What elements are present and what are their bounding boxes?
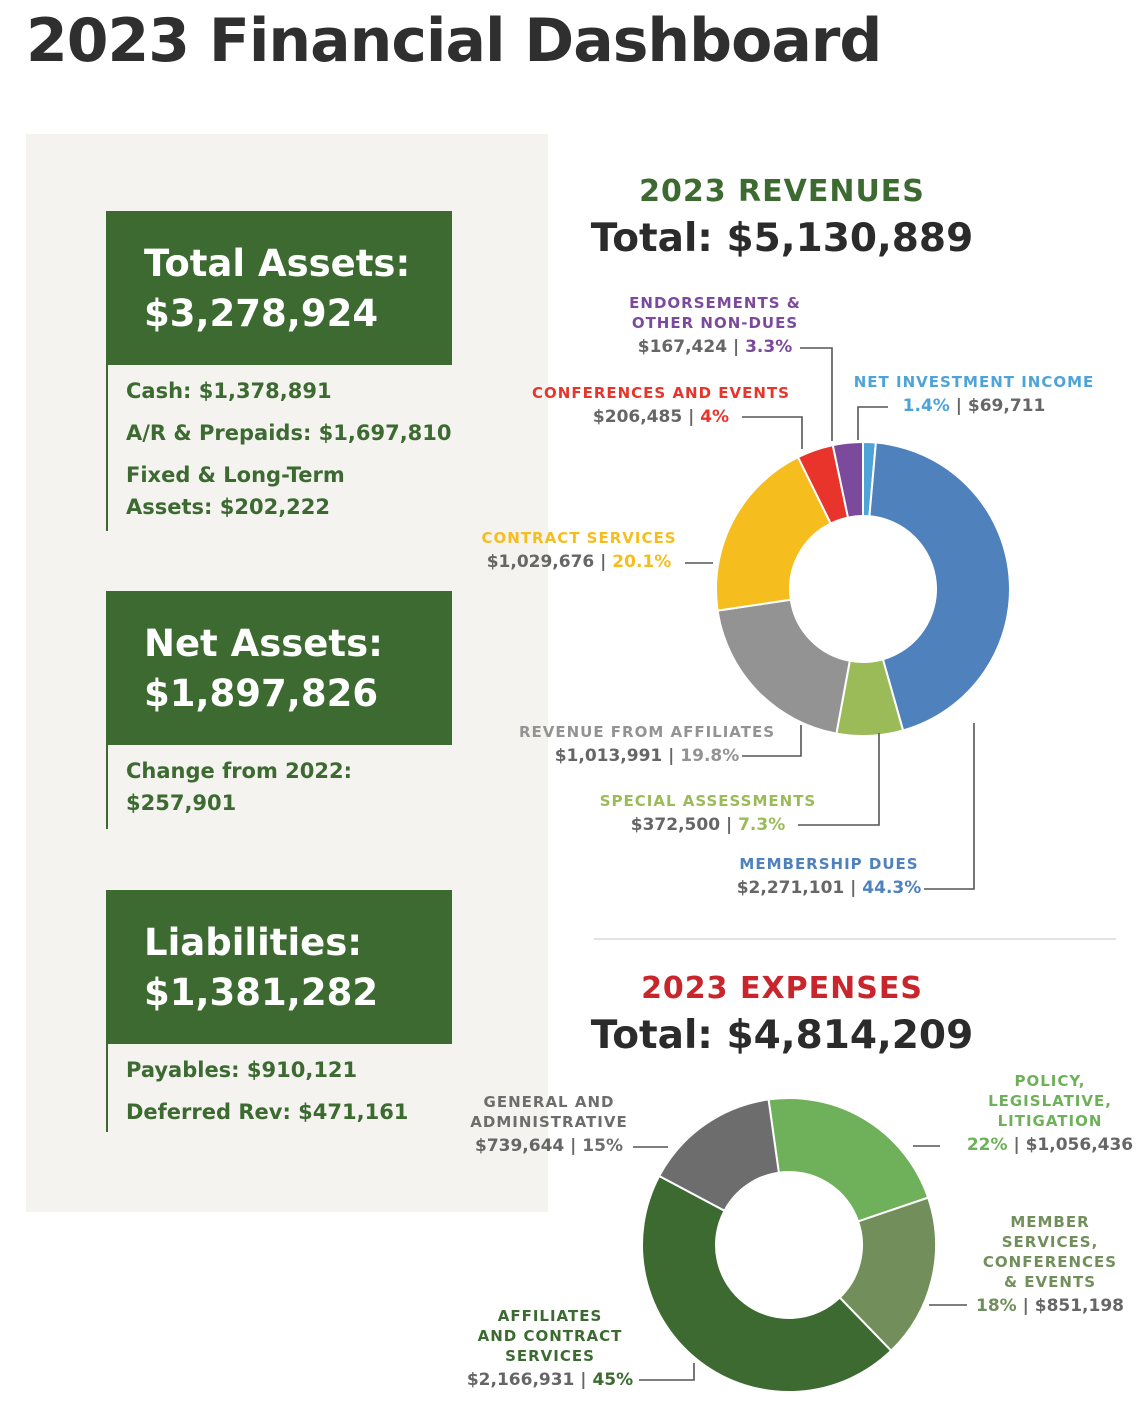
leader-line — [800, 347, 833, 441]
balance-sheet-panel: Total Assets: $3,278,924 Cash: $1,378,89… — [26, 134, 548, 1212]
slice-general-and-administrative — [657, 1098, 780, 1213]
slice-value-text: $167,424 | 3.3% — [638, 337, 792, 357]
slice-value-text: 18% | $851,198 — [976, 1296, 1124, 1316]
slice-label-text: ENDORSEMENTS & — [629, 294, 801, 312]
net-assets-label: Net Assets: — [144, 622, 383, 665]
section-divider — [594, 938, 1116, 940]
net-assets-details: Change from 2022: $257,901 — [106, 745, 452, 829]
label-general-and-administrative: GENERAL AND ADMINISTRATIVE $739,644 | 15% — [470, 1093, 668, 1156]
slice-value-text: $2,271,101 | 44.3% — [737, 878, 922, 898]
slice-label-text: OTHER NON-DUES — [632, 314, 798, 332]
slice-value-text: $1,029,676 | 20.1% — [487, 552, 672, 572]
total-assets-header: Total Assets: $3,278,924 — [106, 211, 452, 365]
revenues-title: 2023 REVENUES — [639, 174, 925, 209]
page-title: 2023 Financial Dashboard — [26, 6, 882, 76]
total-assets-value: $3,278,924 — [144, 292, 379, 335]
slice-label-text: CONFERENCES AND EVENTS — [532, 384, 790, 402]
leader-line — [857, 406, 888, 440]
leader-line — [742, 416, 803, 449]
slice-label-text: MEMBERSHIP DUES — [739, 855, 918, 873]
slice-label-text: SPECIAL ASSESSMENTS — [600, 792, 817, 810]
slice-value-text: $206,485 | 4% — [593, 407, 729, 427]
revenues-total: Total: $5,130,889 — [590, 216, 974, 261]
slice-value-text: $739,644 | 15% — [475, 1136, 623, 1156]
slice-value-text: 1.4% | $69,711 — [903, 396, 1046, 416]
fixed-assets-row-1: Fixed & Long-Term — [126, 463, 345, 487]
liabilities-details: Payables: $910,121 Deferred Rev: $471,16… — [106, 1044, 452, 1132]
label-member-services-conferences-and-events: MEMBER SERVICES, CONFERENCES & EVENTS 18% | … — [929, 1213, 1124, 1316]
slice-contract-services — [715, 455, 833, 612]
net-assets-value: $1,897,826 — [144, 672, 379, 715]
slice-label-text: CONTRACT SERVICES — [481, 529, 676, 547]
slice-label-text: REVENUE FROM AFFILIATES — [519, 723, 775, 741]
slice-label-text: NET INVESTMENT INCOME — [854, 373, 1095, 391]
fixed-assets-row-2: Assets: $202,222 — [126, 495, 331, 519]
payables-row: Payables: $910,121 — [126, 1058, 358, 1082]
slice-policy-legislative-litigation — [767, 1097, 930, 1223]
slice-value-text: $1,013,991 | 19.8% — [555, 746, 740, 766]
label-policy-legislative-litigation: POLICY, LEGISLATIVE, LITIGATION 22% | $1,05… — [913, 1072, 1133, 1155]
ar-prepaids-row: A/R & Prepaids: $1,697,810 — [126, 421, 452, 445]
expenses-total: Total: $4,814,209 — [590, 1013, 974, 1058]
slice-endorsements-and-other-non-dues — [831, 440, 864, 519]
slice-member-services-conferences-and-events — [838, 1196, 937, 1353]
leader-line — [742, 725, 802, 757]
slice-affiliates-and-contract-services — [641, 1174, 893, 1393]
total-assets-details: Cash: $1,378,891 A/R & Prepaids: $1,697,… — [106, 365, 452, 531]
slice-label-text: GENERAL AND — [484, 1093, 615, 1111]
label-special-assessments: SPECIAL ASSESSMENTS $372,500 | 7.3% — [600, 733, 880, 835]
label-conferences-and-events: CONFERENCES AND EVENTS $206,485 | 4% — [532, 384, 803, 449]
slice-label-text: POLICY, — [1015, 1072, 1086, 1090]
liabilities-value: $1,381,282 — [144, 971, 379, 1014]
label-contract-services: CONTRACT SERVICES $1,029,676 | 20.1% — [481, 529, 713, 572]
slice-label-text: AND CONTRACT — [478, 1327, 623, 1345]
label-revenue-from-affiliates: REVENUE FROM AFFILIATES $1,013,991 | 19.8… — [519, 723, 802, 766]
liabilities-header: Liabilities: $1,381,282 — [106, 890, 452, 1044]
slice-label-text: & EVENTS — [1004, 1273, 1096, 1291]
leader-line — [639, 1363, 695, 1381]
leader-line — [798, 733, 880, 826]
label-net-investment-income: NET INVESTMENT INCOME 1.4% | $69,711 — [854, 373, 1095, 440]
label-membership-dues: MEMBERSHIP DUES $2,271,101 | 44.3% — [737, 723, 975, 898]
slice-label-text: SERVICES, — [1002, 1233, 1099, 1251]
slice-value-text: $2,166,931 | 45% — [467, 1370, 633, 1390]
total-assets-card: Total Assets: $3,278,924 Cash: $1,378,89… — [106, 211, 452, 531]
expenses-title: 2023 EXPENSES — [641, 971, 923, 1006]
slice-value-text: $372,500 | 7.3% — [631, 815, 785, 835]
deferred-rev-row: Deferred Rev: $471,161 — [126, 1100, 409, 1124]
slice-label-text: MEMBER — [1010, 1213, 1089, 1231]
label-affiliates-and-contract-services: AFFILIATES AND CONTRACT SERVICES $2,166,931… — [467, 1307, 695, 1390]
slice-label-text: AFFILIATES — [498, 1307, 603, 1325]
slice-revenue-from-affiliates — [716, 598, 851, 735]
total-assets-label: Total Assets: — [144, 242, 411, 285]
label-endorsements-and-other-non-dues: ENDORSEMENTS & OTHER NON-DUES $167,424 | 3… — [629, 294, 833, 441]
cash-row: Cash: $1,378,891 — [126, 379, 332, 403]
slice-label-text: CONFERENCES — [983, 1253, 1117, 1271]
change-label-row: Change from 2022: — [126, 759, 353, 783]
net-assets-card: Net Assets: $1,897,826 Change from 2022:… — [106, 591, 452, 829]
slice-label-text: SERVICES — [505, 1347, 595, 1365]
net-assets-header: Net Assets: $1,897,826 — [106, 591, 452, 745]
slice-membership-dues — [868, 441, 1011, 732]
change-value-row: $257,901 — [126, 791, 237, 815]
liabilities-card: Liabilities: $1,381,282 Payables: $910,1… — [106, 890, 452, 1132]
leader-line — [924, 723, 975, 890]
slice-label-text: LEGISLATIVE, — [988, 1092, 1112, 1110]
slice-label-text: ADMINISTRATIVE — [470, 1113, 627, 1131]
slice-label-text: LITIGATION — [998, 1112, 1103, 1130]
slice-value-text: 22% | $1,056,436 — [967, 1135, 1133, 1155]
liabilities-label: Liabilities: — [144, 921, 363, 964]
